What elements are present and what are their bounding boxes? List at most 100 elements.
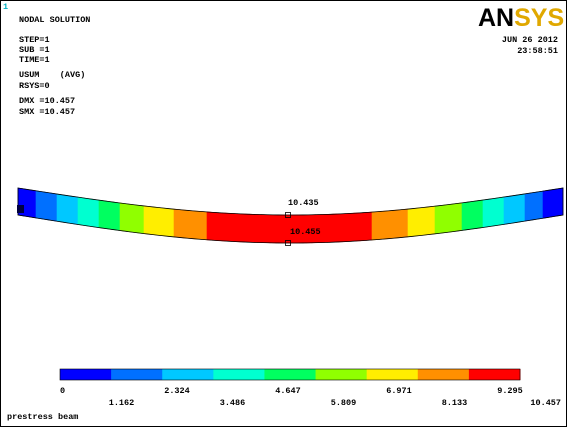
contour-band	[122, 203, 127, 232]
legend-swatch	[264, 369, 317, 380]
contour-band	[254, 214, 259, 243]
contour-band	[320, 214, 325, 243]
contour-band	[365, 211, 370, 241]
contour-band	[212, 212, 217, 241]
contour-band	[128, 203, 133, 233]
node-marker	[285, 212, 291, 218]
contour-band	[428, 206, 433, 235]
contour-band	[419, 207, 424, 236]
contour-band	[488, 198, 493, 227]
annotation: 10.435	[288, 198, 319, 208]
contour-band	[53, 193, 58, 222]
contour-band	[395, 209, 400, 239]
contour-band	[137, 204, 142, 234]
contour-band	[59, 194, 64, 223]
contour-band	[527, 192, 532, 221]
contour-band	[170, 208, 175, 238]
contour-band	[47, 192, 52, 221]
contour-band	[470, 200, 475, 230]
contour-band	[35, 190, 40, 219]
contour-band	[338, 213, 343, 243]
contour-band	[407, 208, 412, 238]
contour-band	[515, 194, 520, 223]
logo-part: AN	[478, 4, 514, 32]
contour-band	[479, 199, 484, 229]
header-line: USUM (AVG)	[19, 70, 85, 80]
contour-band	[275, 214, 280, 244]
contour-band	[497, 197, 502, 226]
contour-band	[278, 214, 283, 244]
contour-band	[113, 201, 118, 231]
support-marker	[17, 205, 24, 213]
contour-band	[425, 206, 430, 236]
contour-band	[449, 203, 454, 233]
contour-band	[509, 195, 514, 224]
contour-band	[347, 213, 352, 242]
contour-band	[188, 210, 193, 239]
contour-band	[272, 214, 277, 244]
contour-band	[284, 214, 289, 244]
contour-band	[473, 200, 478, 230]
contour-band	[503, 196, 508, 225]
contour-band	[104, 200, 109, 230]
contour-band	[377, 211, 382, 240]
contour-band	[98, 199, 103, 229]
header-line: STEP=1	[19, 35, 50, 45]
legend-label: 1.162	[109, 398, 135, 408]
contour-band	[341, 213, 346, 243]
contour-band	[434, 205, 439, 235]
contour-band	[41, 191, 46, 220]
contour-band	[191, 210, 196, 240]
header-line: RSYS=0	[19, 81, 50, 91]
contour-band	[227, 212, 232, 242]
contour-band	[86, 198, 91, 227]
contour-band	[245, 213, 250, 243]
contour-band	[491, 197, 496, 227]
contour-band	[233, 213, 238, 242]
contour-band	[68, 195, 73, 224]
contour-band	[224, 212, 229, 242]
contour-band	[119, 202, 124, 232]
contour-band	[374, 211, 379, 241]
contour-band	[368, 211, 373, 241]
contour-band	[446, 204, 451, 233]
contour-band	[80, 197, 85, 226]
contour-band	[269, 214, 274, 244]
contour-band	[440, 204, 445, 234]
contour-band	[542, 190, 547, 219]
contour-band	[221, 212, 226, 242]
contour-band	[452, 203, 457, 232]
legend-label: 5.809	[331, 398, 357, 408]
contour-band	[356, 212, 361, 242]
contour-band	[194, 210, 199, 240]
contour-band	[467, 201, 472, 230]
contour-band	[158, 207, 163, 236]
contour-band	[386, 210, 391, 240]
legend-swatch	[213, 369, 265, 380]
legend-label: 10.457	[530, 398, 561, 408]
caption: prestress beam	[7, 412, 78, 422]
contour-band	[92, 198, 97, 228]
contour-band	[155, 206, 160, 236]
contour-band	[482, 199, 487, 228]
contour-band	[353, 212, 358, 242]
contour-band	[125, 203, 130, 233]
contour-band	[116, 202, 121, 231]
contour-band	[110, 201, 115, 231]
header-line: TIME=1	[19, 55, 50, 65]
header-line: SUB =1	[19, 45, 50, 55]
contour-band	[380, 210, 385, 240]
legend-swatch	[111, 369, 163, 380]
contour-band	[218, 212, 223, 242]
contour-band	[95, 199, 100, 228]
contour-band	[416, 207, 421, 237]
legend-label: 6.971	[386, 386, 412, 396]
contour-band	[200, 211, 205, 240]
logo: ANSYS	[478, 4, 564, 32]
time: 23:58:51	[517, 46, 558, 56]
contour-band	[494, 197, 499, 227]
contour-band	[83, 197, 88, 227]
contour-band	[197, 210, 202, 240]
legend-swatch	[315, 369, 368, 380]
